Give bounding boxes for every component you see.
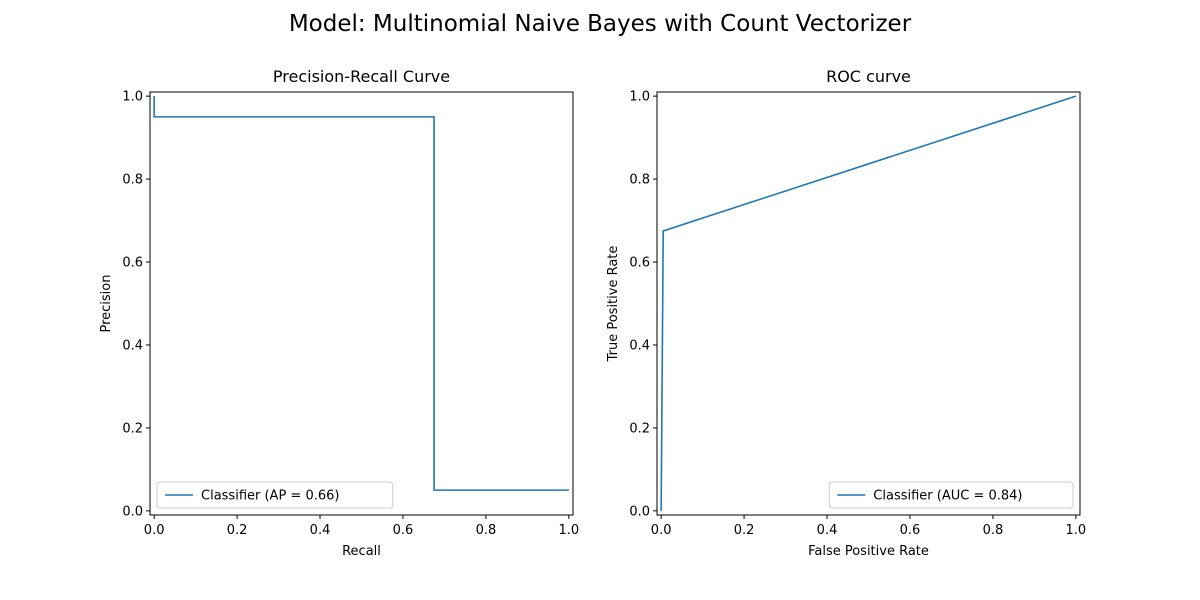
pr-ytick-label: 0.6 (122, 256, 143, 271)
roc-axes: ROC curve 0.0 0.2 0.4 0.6 0.8 1.0 0.0 0.2 0.4 0.6 0… (606, 67, 1086, 559)
pr-xtick-label: 0.4 (310, 523, 331, 538)
pr-xtick-label: 0.2 (227, 523, 248, 538)
pr-xtick-label: 0.8 (476, 523, 497, 538)
pr-axes-frame (149, 91, 574, 516)
pr-ytick-label: 1.0 (122, 90, 143, 105)
roc-legend-label: Classifier (AUC = 0.84) (873, 489, 1022, 504)
roc-title: ROC curve (826, 67, 911, 86)
pr-axes: Precision-Recall Curve 0.0 0.2 0.4 0.6 0.8 1.0… (99, 67, 579, 559)
plots-container: Precision-Recall Curve 0.0 0.2 0.4 0.6 0.8 1.0… (99, 67, 1086, 559)
figure-title: Model: Multinomial Naive Bayes with Coun… (289, 11, 912, 37)
roc-ytick-label: 0.4 (629, 338, 650, 353)
roc-ytick-label: 1.0 (629, 90, 650, 105)
pr-legend: Classifier (AP = 0.66) (156, 481, 394, 509)
roc-xtick-label: 1.0 (1066, 523, 1087, 538)
roc-xtick-label: 0.6 (900, 523, 921, 538)
roc-legend: Classifier (AUC = 0.84) (828, 481, 1074, 509)
roc-ylabel: True Positive Rate (606, 246, 621, 363)
roc-ytick-label: 0.8 (629, 173, 650, 188)
pr-title: Precision-Recall Curve (273, 67, 450, 86)
roc-ytick-label: 0.6 (629, 256, 650, 271)
pr-ytick-label: 0.2 (122, 421, 143, 436)
pr-ytick-label: 0.4 (122, 338, 143, 353)
roc-ytick-label: 0.2 (629, 421, 650, 436)
roc-axes-frame (656, 91, 1081, 516)
pr-xtick-label: 0.0 (144, 523, 165, 538)
roc-legend-box (828, 481, 1074, 509)
pr-legend-label: Classifier (AP = 0.66) (201, 489, 339, 504)
roc-ytick-label: 0.0 (629, 504, 650, 519)
roc-xtick-label: 0.0 (651, 523, 672, 538)
roc-xtick-label: 0.4 (817, 523, 838, 538)
pr-xtick-label: 0.6 (393, 523, 414, 538)
roc-xtick-label: 0.2 (734, 523, 755, 538)
pr-xtick-label: 1.0 (559, 523, 580, 538)
pr-ytick-label: 0.8 (122, 173, 143, 188)
roc-xlabel: False Positive Rate (808, 544, 929, 559)
pr-xlabel: Recall (342, 544, 381, 559)
pr-ytick-label: 0.0 (122, 504, 143, 519)
pr-legend-box (156, 481, 394, 509)
roc-series-line-0 (660, 95, 1077, 511)
pr-ylabel: Precision (99, 274, 114, 332)
roc-xtick-label: 0.8 (983, 523, 1004, 538)
pr-series-line-0 (153, 96, 569, 491)
